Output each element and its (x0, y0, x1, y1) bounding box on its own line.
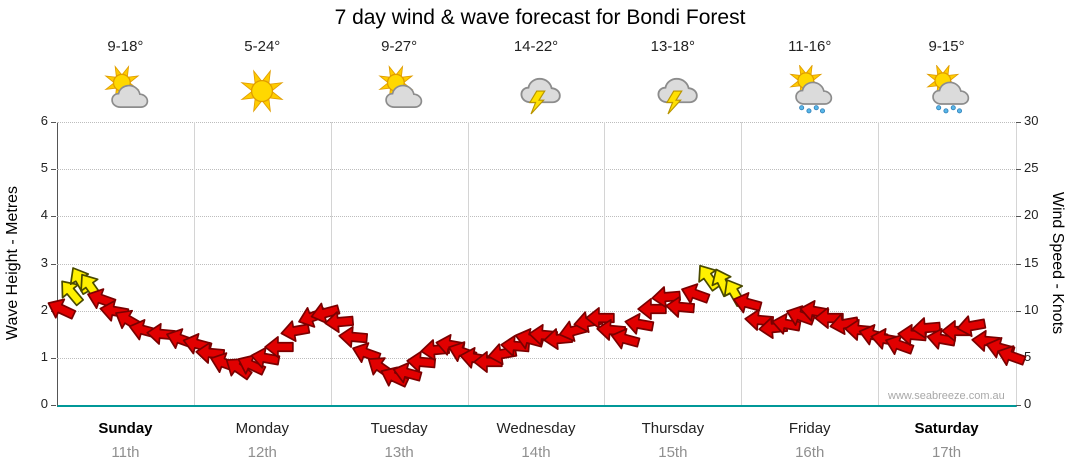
wind-arrow (335, 320, 370, 355)
right-axis-tick-mark (1016, 169, 1021, 171)
weather-icon-sun (232, 62, 292, 118)
wind-arrow (594, 312, 629, 347)
grid-line-vertical (741, 122, 743, 405)
day-temperature: 13-18° (650, 38, 696, 55)
wind-arrow (48, 269, 93, 314)
wind-arrow (768, 305, 805, 342)
left-axis-tick-mark (51, 357, 56, 359)
wind-arrow (909, 310, 944, 345)
wind-arrow (277, 313, 314, 350)
wind-arrow (40, 288, 83, 331)
day-temperature: 14-22° (513, 38, 559, 55)
wind-arrow (969, 324, 1004, 359)
grid-line-vertical (467, 122, 469, 405)
right-axis-tick-mark (1016, 263, 1021, 265)
right-axis-tick-mark (1016, 122, 1021, 123)
day-date: 12th (247, 444, 277, 461)
day-name: Sunday (98, 420, 153, 437)
day-name: Monday (235, 420, 289, 437)
wind-arrow (230, 344, 273, 387)
left-axis-tick-label: 6 (40, 113, 48, 128)
right-axis-tick-label: 30 (1024, 113, 1039, 128)
day-temperature: 9-27° (381, 38, 418, 55)
left-axis-tick-label: 5 (40, 160, 48, 176)
day-date: 13th (384, 444, 414, 461)
grid-line-vertical (330, 122, 332, 405)
wind-arrow (990, 335, 1031, 376)
weather-icon-sun-cloud (369, 62, 429, 118)
grid-line-vertical (604, 122, 606, 405)
day-date: 16th (795, 444, 825, 461)
watermark: www.seabreeze.com.au (888, 390, 1005, 402)
right-axis-title: Wind Speed - Knots (1049, 191, 1066, 335)
weather-icon-sun-cloud (95, 62, 155, 118)
wind-arrow (144, 317, 179, 352)
left-axis-tick-mark (51, 169, 56, 171)
wind-arrow (742, 303, 777, 338)
right-axis-tick-label: 25 (1024, 160, 1039, 176)
day-date: 11th (111, 444, 140, 461)
left-axis-tick-mark (51, 263, 56, 265)
wind-arrow (674, 273, 715, 314)
wind-arrow (306, 293, 345, 332)
grid-line-horizontal (57, 216, 1015, 218)
day-temperature: 9-18° (107, 38, 144, 55)
left-axis-tick-mark (51, 122, 56, 123)
wind-arrow (193, 336, 228, 371)
right-axis-tick-label: 15 (1024, 254, 1039, 270)
wind-arrow (813, 302, 845, 334)
left-axis-tick-label: 3 (40, 254, 48, 270)
grid-line-horizontal (57, 263, 1015, 265)
day-name: Friday (788, 420, 831, 437)
weather-icon-storm (643, 62, 703, 118)
left-axis-tick-mark (51, 405, 56, 406)
grid-line-horizontal (57, 169, 1015, 171)
right-axis-tick-mark (1016, 216, 1021, 218)
wind-arrow (215, 346, 260, 391)
plot-area (57, 122, 1017, 407)
day-temperature: 11-16° (788, 38, 832, 55)
left-axis-tick-mark (51, 216, 56, 218)
day-date: 14th (521, 444, 551, 461)
right-axis-tick-mark (1016, 310, 1021, 312)
wind-arrow (584, 302, 616, 334)
wind-arrow (727, 284, 766, 323)
day-temperature: 9-15° (928, 38, 965, 55)
day-name: Wednesday (496, 420, 576, 437)
wind-arrow (825, 305, 862, 342)
day-name: Saturday (914, 420, 979, 437)
day-name: Thursday (641, 420, 705, 437)
wind-arrow (263, 331, 295, 363)
wind-arrow (322, 305, 357, 340)
right-axis-tick-label: 20 (1024, 207, 1039, 223)
day-name: Tuesday (370, 420, 428, 437)
weather-icon-storm (506, 62, 566, 118)
day-date: 15th (658, 444, 688, 461)
wind-arrow (346, 333, 387, 374)
grid-line-vertical (193, 122, 195, 405)
grid-line-horizontal (57, 357, 1015, 359)
weather-icon-sun-cloud-rain (917, 62, 977, 118)
weather-icon-sun-cloud-rain (780, 62, 840, 118)
wind-arrow (649, 280, 684, 315)
wind-arrow (662, 290, 697, 325)
right-axis-tick-mark (1016, 405, 1021, 406)
wind-arrow (620, 305, 657, 342)
wind-arrow (953, 307, 990, 344)
grid-line-horizontal (57, 122, 1015, 123)
left-axis-tick-label: 1 (40, 348, 48, 364)
chart-title: 7 day wind & wave forecast for Bondi For… (334, 6, 746, 29)
grid-line-horizontal (57, 310, 1015, 312)
left-axis-tick-label: 0 (40, 396, 48, 411)
left-axis-tick-label: 2 (40, 301, 48, 317)
right-axis-tick-label: 0 (1024, 396, 1032, 411)
wind-arrow (605, 319, 644, 358)
right-axis-tick-label: 10 (1024, 301, 1039, 317)
left-axis-tick-label: 4 (40, 207, 48, 223)
grid-line-vertical (878, 122, 880, 405)
day-date: 17th (931, 444, 962, 461)
right-axis-tick-label: 5 (1024, 348, 1032, 364)
day-temperature: 5-24° (244, 38, 281, 55)
